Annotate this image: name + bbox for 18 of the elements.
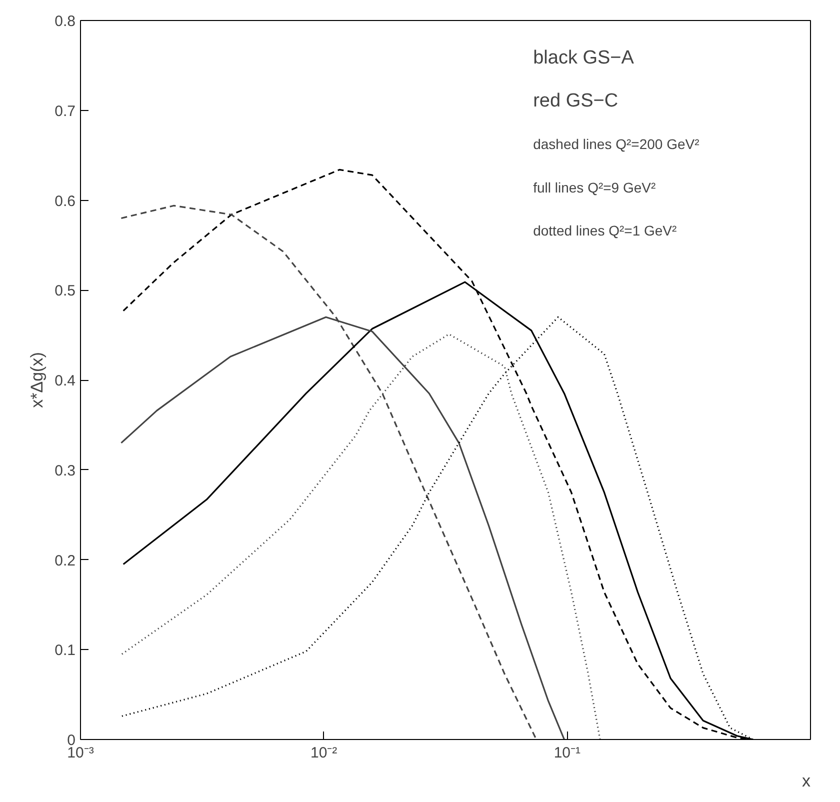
x-tick-label: 10⁻³	[67, 744, 94, 762]
x-tick-label: 10⁻²	[310, 744, 338, 762]
annotation: dotted lines Q²=1 GeV²	[533, 222, 678, 238]
y-tick-label: 0.8	[54, 13, 76, 30]
x-tick-label: 10⁻¹	[554, 744, 581, 762]
y-tick-label: 0.4	[54, 372, 76, 390]
y-tick-label: 0.2	[54, 552, 76, 570]
annotation: black GS−A	[533, 47, 634, 68]
annotation: red GS−C	[533, 90, 618, 112]
annotation: full lines Q²=9 GeV²	[533, 179, 656, 196]
y-tick-label: 0.7	[54, 102, 76, 120]
y-axis-title: x*Δg(x)	[28, 352, 47, 408]
y-tick-label: 0.6	[54, 192, 76, 210]
y-tick-label: 0.3	[54, 462, 76, 480]
annotation: dashed lines Q²=200 GeV²	[533, 136, 700, 152]
y-tick-label: 0.5	[54, 282, 76, 300]
y-tick-label: 0.1	[54, 642, 76, 660]
x-axis-title: x	[802, 772, 811, 790]
